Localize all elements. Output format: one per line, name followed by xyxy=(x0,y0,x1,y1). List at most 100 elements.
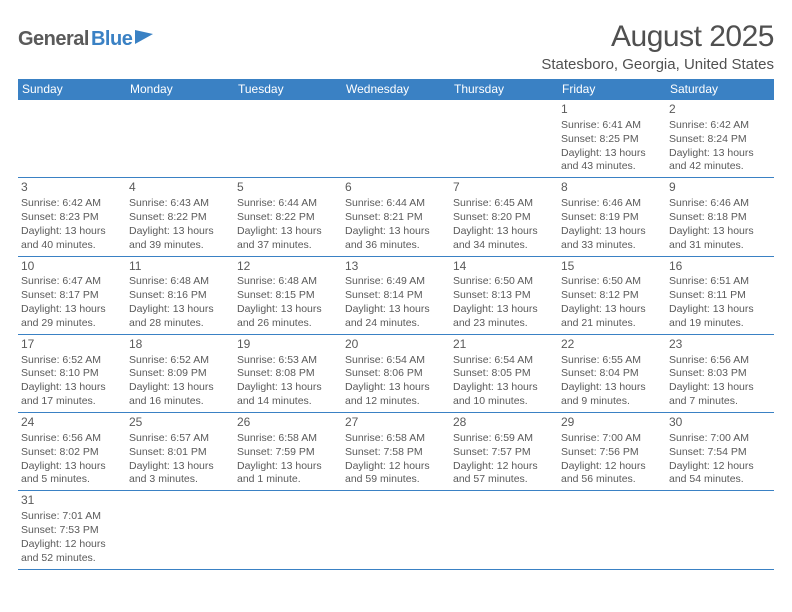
daylight-text: and 3 minutes. xyxy=(129,473,231,487)
calendar-body: 1Sunrise: 6:41 AMSunset: 8:25 PM Daylight… xyxy=(18,100,774,570)
calendar-cell: 28Sunrise: 6:59 AMSunset: 7:57 PMDayligh… xyxy=(450,413,558,491)
sunrise-text: Sunrise: 6:48 AM xyxy=(129,275,231,289)
daylight-text: Daylight: 13 hours xyxy=(237,225,339,239)
sunrise-text: Sunrise: 6:44 AM xyxy=(237,197,339,211)
calendar-cell: 18Sunrise: 6:52 AMSunset: 8:09 PMDayligh… xyxy=(126,334,234,412)
sunset-text: Sunset: 7:58 PM xyxy=(345,446,447,460)
daylight-text: and 23 minutes. xyxy=(453,317,555,331)
daylight-text: and 37 minutes. xyxy=(237,239,339,253)
sunset-text: Sunset: 7:59 PM xyxy=(237,446,339,460)
sunrise-text: Sunrise: 6:58 AM xyxy=(237,432,339,446)
sunrise-text: Sunrise: 6:48 AM xyxy=(237,275,339,289)
day-number: 15 xyxy=(561,259,663,275)
daylight-text: Daylight: 13 hours xyxy=(453,303,555,317)
calendar-page: General Blue August 2025 Statesboro, Geo… xyxy=(0,0,792,584)
calendar-cell: 21Sunrise: 6:54 AMSunset: 8:05 PMDayligh… xyxy=(450,334,558,412)
daylight-text: Daylight: 13 hours xyxy=(561,225,663,239)
calendar-cell xyxy=(126,100,234,178)
sunset-text: Sunset: 8:03 PM xyxy=(669,367,771,381)
daylight-text: Daylight: 13 hours xyxy=(129,460,231,474)
sunset-text: Sunset: 7:57 PM xyxy=(453,446,555,460)
day-number: 3 xyxy=(21,180,123,196)
calendar-cell: 16Sunrise: 6:51 AMSunset: 8:11 PMDayligh… xyxy=(666,256,774,334)
sunset-text: Sunset: 8:25 PM xyxy=(561,133,663,147)
daylight-text: and 31 minutes. xyxy=(669,239,771,253)
daylight-text: and 39 minutes. xyxy=(129,239,231,253)
calendar-cell xyxy=(666,491,774,569)
sunrise-text: Sunrise: 7:00 AM xyxy=(669,432,771,446)
daylight-text: and 9 minutes. xyxy=(561,395,663,409)
sunset-text: Sunset: 8:11 PM xyxy=(669,289,771,303)
day-header: Thursday xyxy=(450,79,558,100)
daylight-text: Daylight: 13 hours xyxy=(669,225,771,239)
calendar-cell: 15Sunrise: 6:50 AMSunset: 8:12 PMDayligh… xyxy=(558,256,666,334)
calendar-cell: 29Sunrise: 7:00 AMSunset: 7:56 PMDayligh… xyxy=(558,413,666,491)
sunset-text: Sunset: 8:14 PM xyxy=(345,289,447,303)
calendar-cell: 11Sunrise: 6:48 AMSunset: 8:16 PMDayligh… xyxy=(126,256,234,334)
daylight-text: and 42 minutes. xyxy=(669,160,771,174)
sunrise-text: Sunrise: 6:41 AM xyxy=(561,119,663,133)
sunrise-text: Sunrise: 6:49 AM xyxy=(345,275,447,289)
calendar-cell xyxy=(450,100,558,178)
daylight-text: and 12 minutes. xyxy=(345,395,447,409)
daylight-text: Daylight: 12 hours xyxy=(561,460,663,474)
sunset-text: Sunset: 8:12 PM xyxy=(561,289,663,303)
page-header: General Blue August 2025 Statesboro, Geo… xyxy=(18,20,774,73)
daylight-text: Daylight: 13 hours xyxy=(453,225,555,239)
sunset-text: Sunset: 8:04 PM xyxy=(561,367,663,381)
day-header: Friday xyxy=(558,79,666,100)
daylight-text: Daylight: 13 hours xyxy=(453,381,555,395)
sunset-text: Sunset: 8:13 PM xyxy=(453,289,555,303)
day-number: 11 xyxy=(129,259,231,275)
daylight-text: and 34 minutes. xyxy=(453,239,555,253)
day-number: 21 xyxy=(453,337,555,353)
day-number: 2 xyxy=(669,102,771,118)
sunrise-text: Sunrise: 6:44 AM xyxy=(345,197,447,211)
calendar-week-row: 17Sunrise: 6:52 AMSunset: 8:10 PMDayligh… xyxy=(18,334,774,412)
sunset-text: Sunset: 8:02 PM xyxy=(21,446,123,460)
daylight-text: and 40 minutes. xyxy=(21,239,123,253)
calendar-head: SundayMondayTuesdayWednesdayThursdayFrid… xyxy=(18,79,774,100)
daylight-text: and 52 minutes. xyxy=(21,552,123,566)
sunset-text: Sunset: 8:16 PM xyxy=(129,289,231,303)
logo: General Blue xyxy=(18,20,153,51)
sunrise-text: Sunrise: 6:46 AM xyxy=(669,197,771,211)
sunset-text: Sunset: 8:01 PM xyxy=(129,446,231,460)
sunrise-text: Sunrise: 6:42 AM xyxy=(669,119,771,133)
sunset-text: Sunset: 8:22 PM xyxy=(129,211,231,225)
calendar-table: SundayMondayTuesdayWednesdayThursdayFrid… xyxy=(18,79,774,570)
day-number: 17 xyxy=(21,337,123,353)
daylight-text: and 36 minutes. xyxy=(345,239,447,253)
day-number: 1 xyxy=(561,102,663,118)
daylight-text: and 57 minutes. xyxy=(453,473,555,487)
sunset-text: Sunset: 8:22 PM xyxy=(237,211,339,225)
day-header: Tuesday xyxy=(234,79,342,100)
sunset-text: Sunset: 8:24 PM xyxy=(669,133,771,147)
sunrise-text: Sunrise: 6:50 AM xyxy=(453,275,555,289)
sunset-text: Sunset: 8:06 PM xyxy=(345,367,447,381)
daylight-text: and 10 minutes. xyxy=(453,395,555,409)
daylight-text: Daylight: 13 hours xyxy=(129,225,231,239)
day-number: 8 xyxy=(561,180,663,196)
daylight-text: Daylight: 13 hours xyxy=(561,381,663,395)
sunrise-text: Sunrise: 7:00 AM xyxy=(561,432,663,446)
day-number: 9 xyxy=(669,180,771,196)
day-number: 4 xyxy=(129,180,231,196)
day-number: 26 xyxy=(237,415,339,431)
sunrise-text: Sunrise: 6:59 AM xyxy=(453,432,555,446)
sunrise-text: Sunrise: 6:58 AM xyxy=(345,432,447,446)
calendar-cell: 10Sunrise: 6:47 AMSunset: 8:17 PMDayligh… xyxy=(18,256,126,334)
day-header: Monday xyxy=(126,79,234,100)
sunrise-text: Sunrise: 6:47 AM xyxy=(21,275,123,289)
daylight-text: Daylight: 12 hours xyxy=(453,460,555,474)
sunrise-text: Sunrise: 6:54 AM xyxy=(453,354,555,368)
sunrise-text: Sunrise: 6:54 AM xyxy=(345,354,447,368)
daylight-text: and 7 minutes. xyxy=(669,395,771,409)
calendar-week-row: 3Sunrise: 6:42 AMSunset: 8:23 PMDaylight… xyxy=(18,178,774,256)
sunset-text: Sunset: 8:09 PM xyxy=(129,367,231,381)
sunset-text: Sunset: 8:23 PM xyxy=(21,211,123,225)
day-number: 14 xyxy=(453,259,555,275)
sunrise-text: Sunrise: 6:52 AM xyxy=(129,354,231,368)
daylight-text: and 54 minutes. xyxy=(669,473,771,487)
daylight-text: and 26 minutes. xyxy=(237,317,339,331)
